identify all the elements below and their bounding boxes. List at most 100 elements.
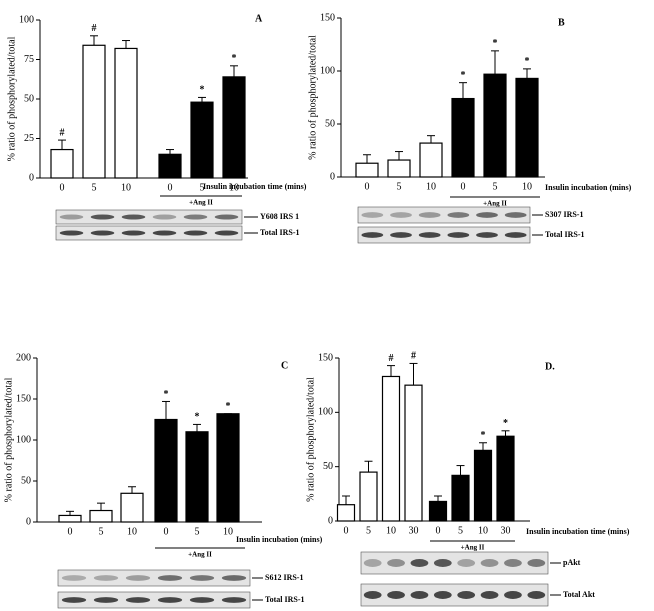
blot-band [152,214,177,220]
y-tick-label: 25 [24,133,34,144]
blot-label: Total IRS-1 [260,228,300,237]
group-label: +Ang II [461,544,485,552]
blot [57,591,251,609]
blot-band [214,214,239,220]
x-tick-label: 10 [386,525,396,536]
blot-band [476,212,498,218]
significance-marker: * [164,389,169,400]
y-axis-label: % ratio of phosphorylated/total [305,377,316,502]
blot-band [480,559,499,567]
y-tick-label: 75 [24,54,34,65]
group-label: +Ang II [188,551,212,559]
blot-band [93,597,119,603]
blot-band [390,232,412,238]
significance-marker: * [525,56,530,67]
blot-band [418,212,441,218]
x-tick-label: 10 [223,526,233,537]
blot-band [390,212,412,218]
blot [55,225,243,241]
blot-label: S307 IRS-1 [545,210,583,219]
bar [336,504,356,522]
blot-band [221,597,247,603]
blot-band [433,559,452,567]
significance-marker: # [92,23,97,34]
significance-marker: * [493,38,498,49]
y-tick-label: 0 [328,515,333,526]
blot-band [183,230,208,236]
blot-band [447,212,470,218]
y-axis-label: % ratio of phosphorylated/total [307,35,318,160]
blot-band [476,232,498,238]
blot [360,551,549,575]
x-tick-label: 0 [168,182,173,193]
x-tick-label: 5 [397,181,402,192]
blot-label: Total IRS-1 [545,230,585,239]
bar [515,77,539,178]
y-tick-label: 0 [330,171,335,182]
blot-band [90,214,115,220]
blot-band [125,575,151,581]
y-tick-label: 100 [19,14,34,25]
bar [473,449,493,522]
bar [419,142,443,178]
blot-band [504,559,522,567]
x-tick-label: 0 [344,525,349,536]
panel-label: D. [545,361,555,372]
group-label: +Ang II [189,199,213,207]
bar [222,76,246,179]
y-tick-label: 100 [16,434,31,445]
blot-band [527,559,546,567]
blot-band [480,591,499,599]
blot [357,226,531,244]
bar [216,413,240,523]
panel-label: B [558,17,565,28]
y-tick-label: 100 [320,65,335,76]
blot-band [59,214,84,220]
bar [483,73,507,178]
x-tick-label: 10 [127,526,137,537]
x-tick-label: 10 [522,181,532,192]
significance-marker: # [60,127,65,138]
blot-band [361,232,384,238]
blot-band [527,591,546,599]
x-tick-label: 0 [436,525,441,536]
x-axis-label: Insulin incubation (mins) [236,535,323,544]
blot-band [387,591,405,599]
blot-band [59,230,84,236]
blot [360,583,549,607]
y-tick-label: 50 [323,461,333,472]
panel: B % ratio of phosphorylated/total Insulin … [307,12,632,244]
panel: D. % ratio of phosphorylated/total Insulin… [305,351,630,607]
x-tick-label: 5 [99,526,104,537]
bar [50,148,74,179]
x-tick-label: 0 [461,181,466,192]
x-axis-label: Insulin incubation time (mins) [526,527,630,536]
bar [158,153,182,179]
blot-label: pAkt [563,558,581,567]
blot-band [363,559,382,567]
blot-band [90,230,115,236]
y-tick-label: 50 [21,475,31,486]
bar [154,418,178,523]
blot-band [214,230,239,236]
blot-band [61,575,87,581]
blot-band [410,591,429,599]
y-tick-label: 0 [26,516,31,527]
blot-band [387,559,405,567]
blot-band [418,232,441,238]
x-tick-label: 5 [200,182,205,193]
bar [89,509,113,523]
blot-band [504,232,527,238]
significance-marker: # [411,351,416,362]
significance-marker: # [389,353,394,364]
bar [381,375,401,522]
blot-band [447,232,470,238]
bar [496,435,515,522]
significance-marker: * [200,85,205,96]
significance-marker: * [461,70,466,81]
blot-band [504,212,527,218]
bar [190,101,214,179]
x-axis-label: Insulin incubation time (mins) [203,182,307,191]
y-tick-label: 150 [16,393,31,404]
